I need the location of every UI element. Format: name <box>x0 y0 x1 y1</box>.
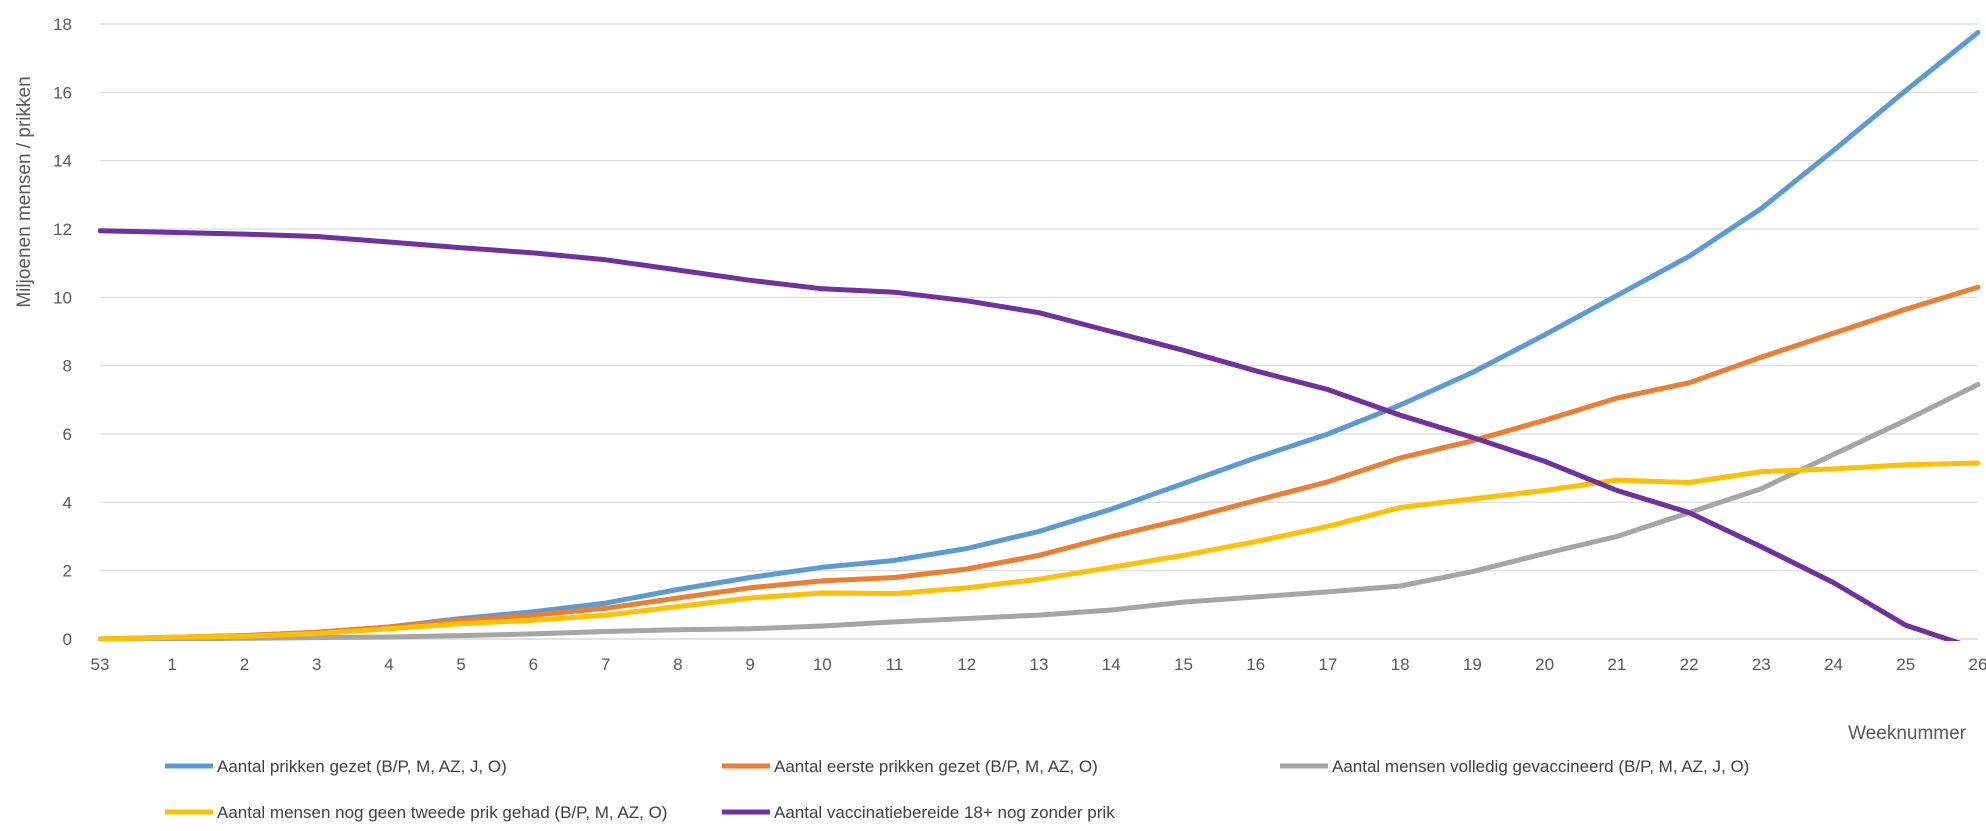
series-line <box>98 382 1981 641</box>
x-tick-label: 14 <box>1102 655 1121 674</box>
x-tick-label: 53 <box>91 655 110 674</box>
y-tick-label: 4 <box>63 493 72 512</box>
x-axis-ticks: 53 1 2 3 4 5 6 7 8 9 10 11 12 13 14 15 16 17 18 19 20 21 22 23 2… <box>91 655 1986 674</box>
x-tick-label: 20 <box>1535 655 1554 674</box>
x-tick-label: 15 <box>1174 655 1193 674</box>
legend-label: Aantal vaccinatiebereide 18+ nog zonder … <box>774 803 1115 822</box>
y-tick-label: 6 <box>63 425 72 444</box>
y-tick-label: 10 <box>53 288 72 307</box>
x-tick-label: 13 <box>1030 655 1049 674</box>
x-tick-label: 1 <box>167 655 176 674</box>
x-tick-label: 7 <box>601 655 610 674</box>
y-tick-label: 18 <box>53 15 72 34</box>
y-tick-label: 0 <box>63 630 72 649</box>
x-tick-label: 11 <box>886 655 904 674</box>
y-tick-label: 12 <box>53 220 72 239</box>
series-lines <box>98 30 1981 641</box>
y-tick-label: 8 <box>63 357 72 376</box>
x-tick-label: 22 <box>1680 655 1699 674</box>
legend-label: Aantal mensen nog geen tweede prik gehad… <box>217 803 667 822</box>
x-tick-label: 23 <box>1752 655 1771 674</box>
y-axis-ticks: 0 2 4 6 8 10 12 14 16 18 <box>53 15 72 649</box>
x-tick-label: 5 <box>456 655 465 674</box>
x-tick-label: 26 <box>1969 655 1986 674</box>
series-line <box>98 228 1961 641</box>
series-line <box>98 30 1981 641</box>
x-tick-label: 9 <box>745 655 754 674</box>
x-tick-label: 12 <box>957 655 976 674</box>
series-line <box>98 460 1981 641</box>
x-tick-label: 10 <box>813 655 832 674</box>
legend: Aantal prikken gezet (B/P, M, AZ, J, O) A… <box>165 757 1749 822</box>
x-tick-label: 18 <box>1391 655 1410 674</box>
x-tick-label: 6 <box>529 655 538 674</box>
legend-label: Aantal mensen volledig gevaccineerd (B/P… <box>1332 757 1749 776</box>
y-tick-label: 2 <box>63 562 72 581</box>
y-axis-title: Miljoenen mensen / prikken <box>14 76 35 307</box>
x-tick-label: 19 <box>1463 655 1482 674</box>
x-tick-label: 2 <box>240 655 249 674</box>
y-tick-label: 14 <box>53 152 72 171</box>
gridlines <box>100 23 1978 572</box>
x-axis-title: Weeknummer <box>1848 723 1967 744</box>
x-tick-label: 8 <box>673 655 682 674</box>
x-tick-label: 4 <box>384 655 393 674</box>
y-tick-label: 16 <box>53 83 72 102</box>
x-tick-label: 17 <box>1318 655 1337 674</box>
legend-label: Aantal eerste prikken gezet (B/P, M, AZ,… <box>774 757 1098 776</box>
x-tick-label: 3 <box>312 655 321 674</box>
x-tick-label: 24 <box>1824 655 1843 674</box>
x-tick-label: 25 <box>1896 655 1915 674</box>
legend-label: Aantal prikken gezet (B/P, M, AZ, J, O) <box>217 757 507 776</box>
series-line <box>98 284 1981 641</box>
x-tick-label: 16 <box>1246 655 1265 674</box>
x-tick-label: 21 <box>1607 655 1626 674</box>
